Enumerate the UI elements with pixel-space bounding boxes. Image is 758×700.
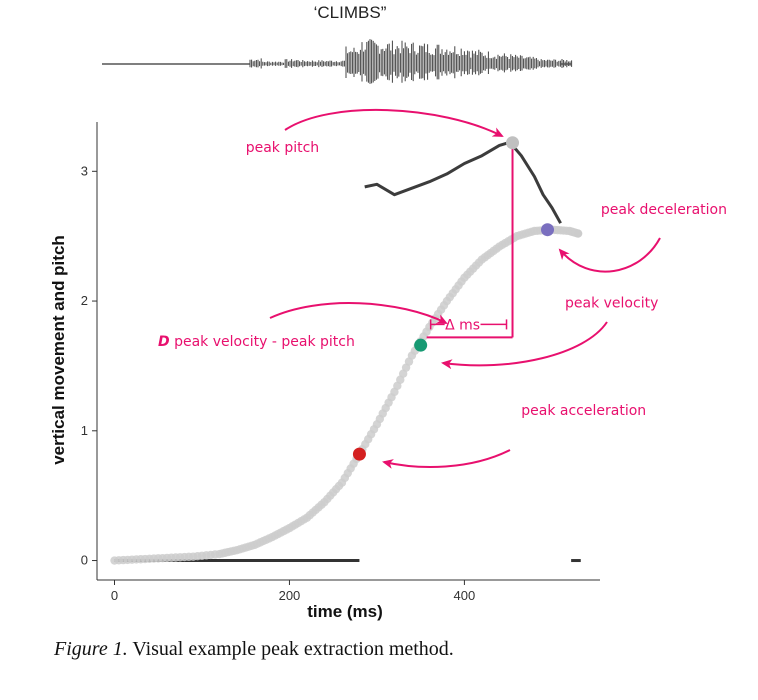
y-tick-label: 3 xyxy=(81,163,88,178)
delta-label: D peak velocity - peak pitch xyxy=(158,334,355,350)
caption-label: Figure 1. xyxy=(54,638,128,660)
x-ticks: 0 200 400 xyxy=(111,580,475,603)
delta-label-symbol: D xyxy=(158,334,170,350)
x-axis-title: time (ms) xyxy=(307,602,383,621)
arrow-peak-pitch xyxy=(284,108,504,137)
peak-label-peak-pitch: peak pitch xyxy=(246,140,319,156)
peak-label-peak-deceleration: peak deceleration xyxy=(601,202,727,218)
peak-point-peak-deceleration xyxy=(541,223,555,237)
delta-label-text: peak velocity - peak pitch xyxy=(170,334,355,350)
arrow-peak-acceleration xyxy=(382,449,511,469)
annotation-labels: peak pitch peak deceleration peak velocity… xyxy=(246,140,727,419)
x-tick-label: 0 xyxy=(111,588,118,603)
axes xyxy=(96,122,600,581)
delta-bracket: Δ ms xyxy=(426,142,514,339)
y-tick-label: 2 xyxy=(81,293,88,308)
arrow-peak-velocity xyxy=(441,321,608,370)
x-tick-label: 400 xyxy=(454,588,476,603)
delta-ms-label: Δ ms xyxy=(445,317,480,333)
caption-text: Visual example peak extraction method. xyxy=(127,638,454,660)
figure-caption: Figure 1. Visual example peak extraction… xyxy=(54,638,454,661)
peak-points xyxy=(352,136,555,461)
word-title: ‘CLIMBS” xyxy=(314,3,387,22)
arrow-delta xyxy=(269,302,448,324)
peak-point-peak-pitch xyxy=(506,136,520,150)
peak-label-peak-acceleration: peak acceleration xyxy=(521,403,646,419)
y-tick-label: 0 xyxy=(81,553,88,568)
audio-waveform xyxy=(102,39,573,84)
x-tick-label: 200 xyxy=(279,588,301,603)
movement-point xyxy=(573,229,583,238)
arrow-peak-deceleration xyxy=(558,237,661,273)
pitch-series xyxy=(364,141,562,224)
peak-point-peak-velocity xyxy=(414,338,428,352)
y-ticks: 0 1 2 3 xyxy=(81,163,97,568)
annotation-arrows xyxy=(269,108,661,469)
y-axis-title: vertical movement and pitch xyxy=(49,235,68,465)
y-tick-label: 1 xyxy=(81,423,88,438)
peak-point-peak-acceleration xyxy=(352,447,366,461)
pitch-line xyxy=(364,141,562,224)
peak-label-peak-velocity: peak velocity xyxy=(565,296,658,312)
